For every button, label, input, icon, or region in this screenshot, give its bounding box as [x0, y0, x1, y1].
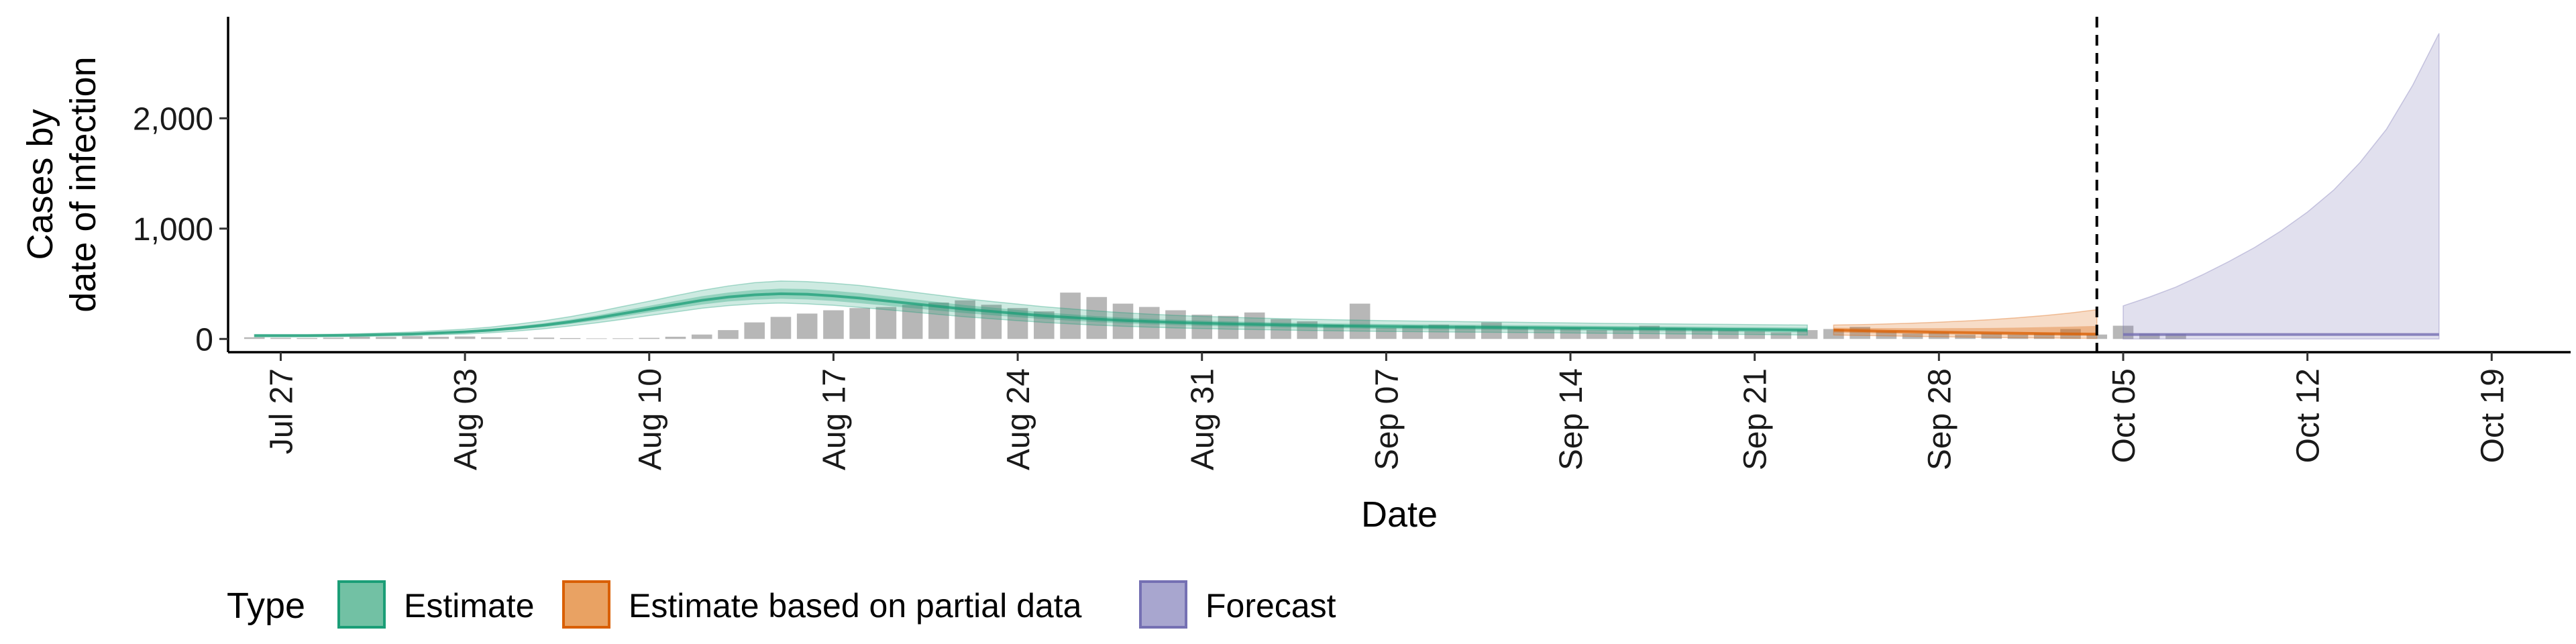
- reported-cases-bar: [1823, 329, 1844, 339]
- y-axis-ticks: 0 1,000 2,000: [133, 101, 228, 358]
- reported-cases-bar: [1691, 329, 1713, 339]
- reported-cases-bar: [875, 307, 897, 339]
- reported-cases-bar: [1981, 333, 2002, 339]
- reported-cases-bar: [665, 336, 686, 339]
- y-axis-title: Cases by date of infection: [20, 56, 103, 312]
- estimate-bands: [254, 33, 2440, 340]
- reported-cases-bar: [586, 338, 607, 339]
- reported-cases-bar: [1507, 327, 1528, 339]
- reported-cases-bar: [823, 310, 844, 339]
- reported-cases-bar: [1560, 327, 1581, 339]
- legend-key-partial-estimate: [562, 580, 610, 629]
- reported-cases-bar: [770, 317, 792, 339]
- partial-estimate-median-line: [1833, 328, 2097, 336]
- reported-cases-bar: [796, 313, 818, 339]
- forecast-outer-band: [2123, 33, 2440, 340]
- reported-cases-bar: [1770, 332, 1792, 339]
- y-tick-label: 1,000: [133, 212, 213, 248]
- reported-cases-bar: [1796, 330, 1818, 339]
- reported-cases-bar: [1718, 330, 1739, 339]
- reported-cases-bar: [559, 337, 581, 339]
- reported-cases-bar: [533, 337, 555, 339]
- reported-cases-bar: [1665, 327, 1686, 339]
- reported-cases-bar: [376, 337, 396, 339]
- axes: 0 1,000 2,000 Jul 27 Aug 03 Aug 10 Aug 17 Aug …: [133, 17, 2571, 470]
- x-tick-label: Aug 31: [1185, 368, 1221, 470]
- legend: Type Estimate Estimate based on partial …: [227, 580, 1336, 629]
- reported-cases-bar: [1586, 330, 1607, 339]
- reported-cases-bar: [1613, 329, 1633, 339]
- x-tick-label: Jul 27: [264, 368, 299, 454]
- reported-cases-bar: [507, 337, 528, 339]
- estimate-inner-band: [254, 288, 1808, 336]
- reported-cases-bar: [1902, 333, 1923, 339]
- y-tick-label: 2,000: [133, 101, 213, 137]
- y-axis-title-line-2: date of infection: [63, 56, 103, 312]
- reported-cases-bar: [323, 337, 344, 339]
- legend-label-partial-estimate: Estimate based on partial data: [629, 587, 1082, 625]
- reported-cases-bar: [612, 338, 633, 339]
- reported-cases-bar: [2033, 333, 2055, 339]
- legend-label-forecast: Forecast: [1205, 587, 1336, 625]
- estimate-median-line: [254, 292, 1808, 337]
- x-tick-label: Oct 19: [2475, 368, 2510, 463]
- y-tick-label: 0: [195, 322, 213, 358]
- reported-cases-bar: [1534, 329, 1555, 339]
- reported-cases-bar: [1218, 315, 1239, 339]
- reported-cases-bar: [718, 330, 739, 339]
- reported-cases-bar: [454, 336, 476, 339]
- x-tick-label: Sep 14: [1554, 368, 1589, 470]
- reported-cases-bar: [297, 337, 318, 339]
- x-axis-title: Date: [1361, 494, 1438, 535]
- reported-cases-bar: [639, 337, 660, 339]
- reported-cases-bar: [244, 337, 265, 339]
- y-axis-title-line-1: Cases by: [20, 109, 60, 260]
- reported-cases-bar: [2007, 334, 2029, 339]
- plot-area: [244, 17, 2440, 352]
- reported-cases-bar: [955, 300, 975, 339]
- reported-cases-bar: [1744, 331, 1765, 339]
- reported-cases-bar: [1376, 327, 1397, 339]
- reported-cases-bar: [349, 336, 370, 339]
- reported-cases-bar: [902, 305, 923, 339]
- x-tick-label: Aug 17: [816, 368, 852, 470]
- x-tick-label: Sep 28: [1922, 368, 1957, 470]
- reported-cases-bar: [2165, 333, 2186, 339]
- reported-cases-bar: [2086, 334, 2108, 339]
- estimate-outer-band: [254, 280, 1808, 337]
- reported-cases-bar: [1165, 310, 1186, 339]
- reported-cases-bar: [1955, 334, 1976, 339]
- reported-cases-bar: [1323, 324, 1344, 339]
- reported-cases-bar: [1191, 315, 1213, 339]
- reported-cases-bar: [1402, 325, 1423, 339]
- reported-cases-bar: [744, 322, 765, 339]
- reported-cases-bar: [1271, 319, 1291, 339]
- reported-cases-bar: [270, 337, 291, 339]
- x-tick-label: Sep 07: [1369, 368, 1405, 470]
- x-tick-label: Aug 03: [448, 368, 484, 470]
- x-axis-ticks: Jul 27 Aug 03 Aug 10 Aug 17 Aug 24 Aug 31 Sep …: [264, 352, 2510, 470]
- reported-cases-bar: [1876, 331, 1897, 339]
- legend-label-estimate: Estimate: [404, 587, 535, 625]
- reported-cases-bar: [1929, 332, 1949, 339]
- legend-key-forecast: [1139, 580, 1187, 629]
- reported-cases-bar: [1349, 303, 1371, 339]
- reported-cases-bar: [691, 334, 712, 339]
- x-tick-label: Aug 24: [1001, 368, 1036, 470]
- reported-cases-bar: [1454, 325, 1476, 339]
- reported-cases-bar: [428, 336, 449, 339]
- legend-key-estimate: [337, 580, 386, 629]
- reported-cases-bar: [2139, 333, 2160, 339]
- x-tick-label: Sep 21: [1738, 368, 1774, 470]
- reported-cases-bar: [402, 336, 423, 339]
- x-tick-label: Oct 12: [2291, 368, 2326, 463]
- x-tick-label: Oct 05: [2106, 368, 2142, 463]
- reported-cases-bar: [928, 302, 949, 339]
- reported-cases-bar: [481, 337, 502, 339]
- reported-cases-bar: [849, 308, 870, 339]
- x-tick-label: Aug 10: [633, 368, 668, 470]
- reported-cases-bar: [1481, 322, 1502, 339]
- legend-title: Type: [227, 586, 305, 626]
